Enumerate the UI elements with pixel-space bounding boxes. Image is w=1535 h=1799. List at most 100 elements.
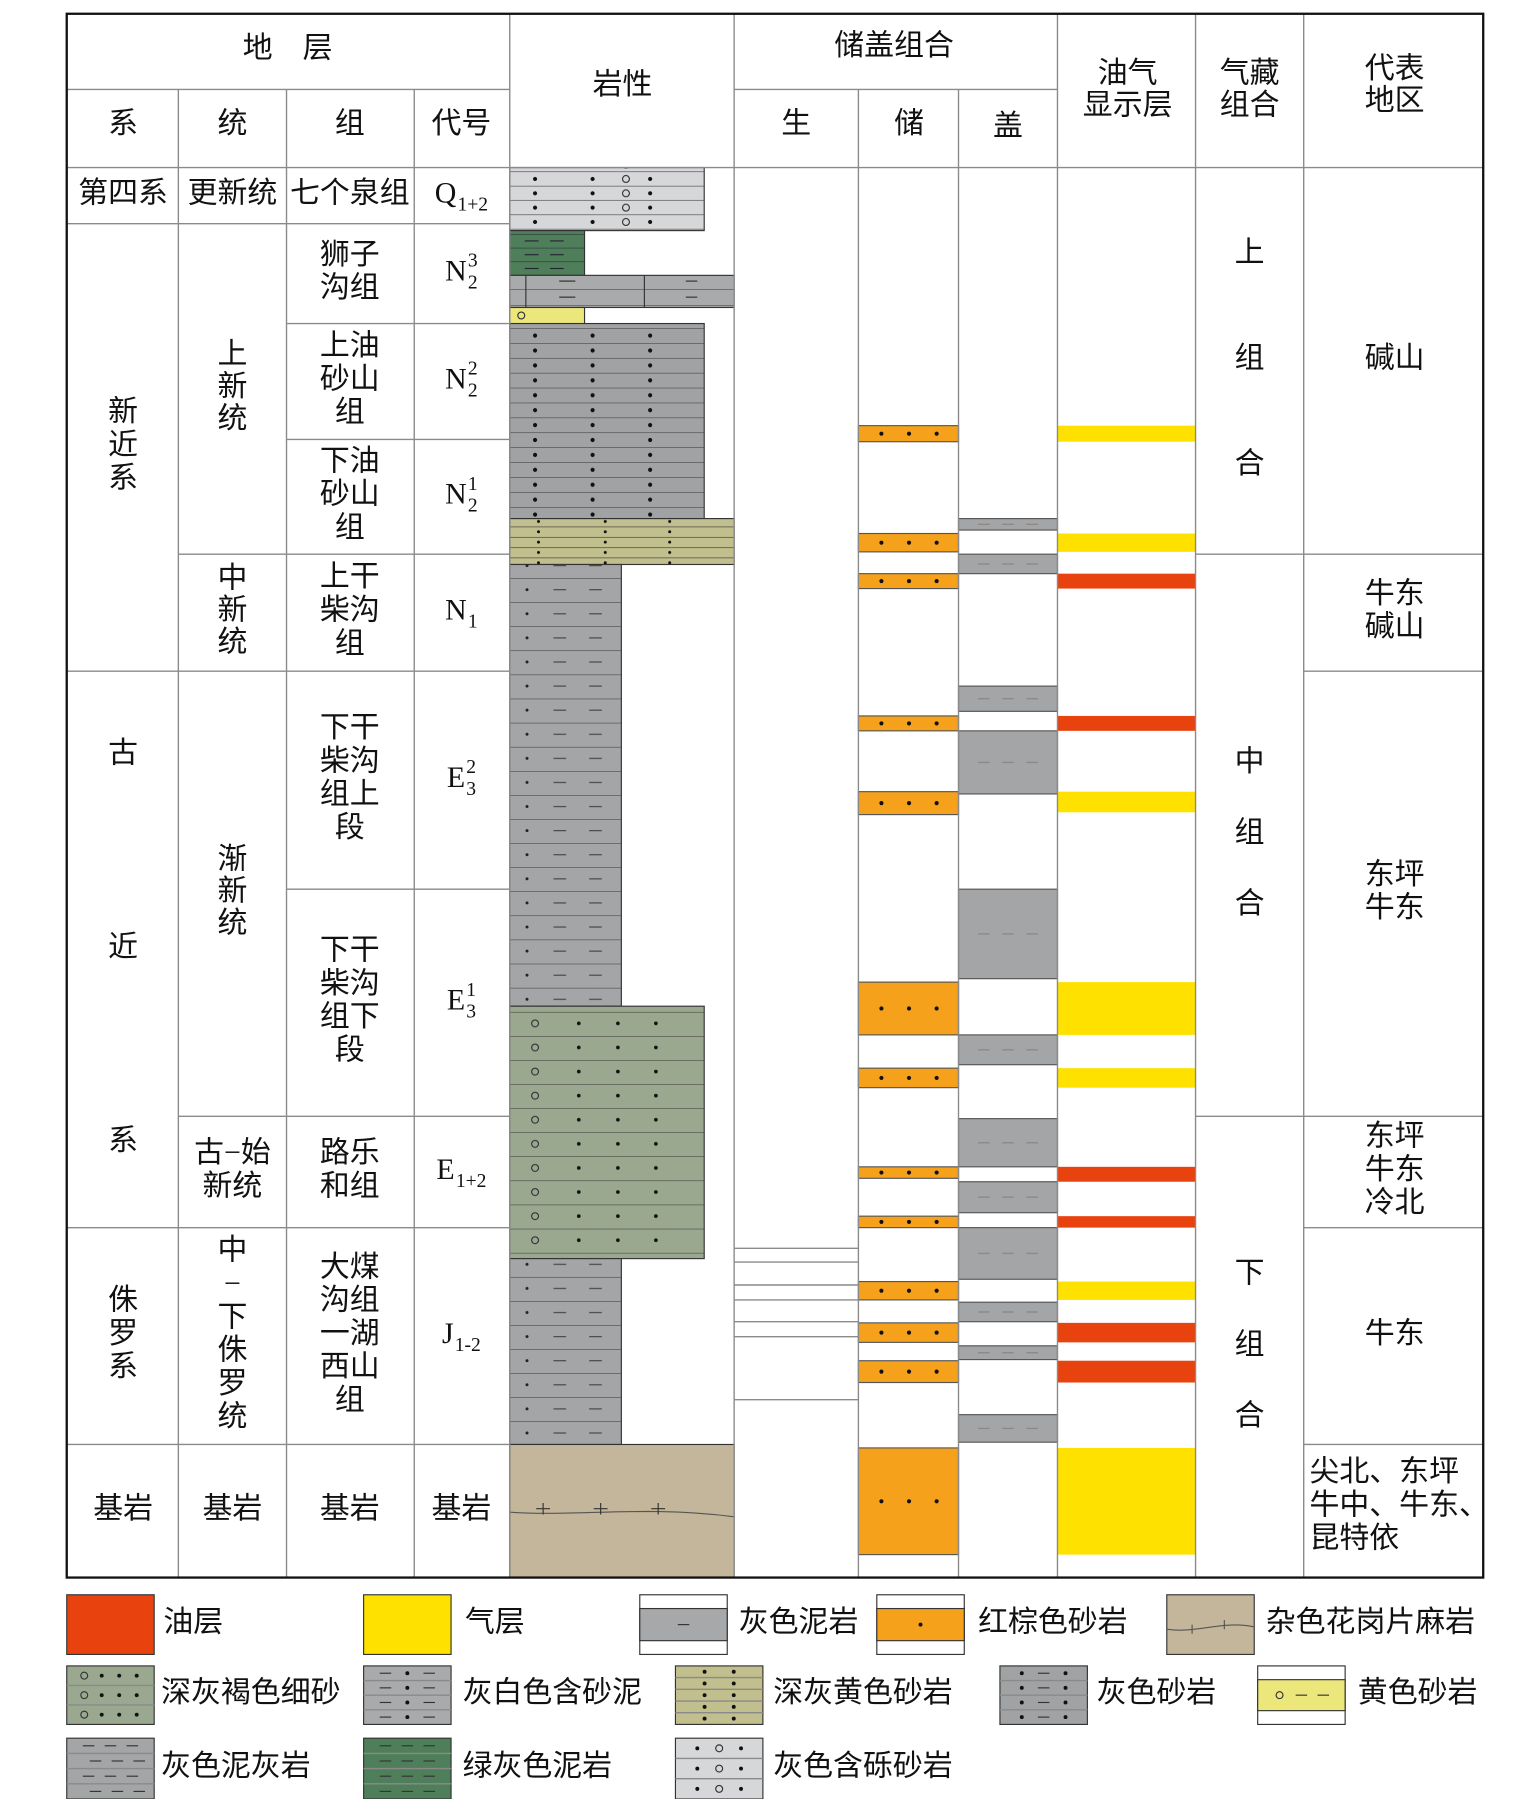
strata-code: Q 1+2 [435,177,488,216]
legend-label: 灰色泥灰岩 [161,1749,311,1782]
header-reservoir: 储 [894,107,924,140]
legend-mark [80,1710,89,1719]
formation-name: 和组 [320,1170,380,1203]
reservoir-dot [879,1075,884,1080]
show-bed [1057,1281,1196,1300]
header-play: 气藏 [1220,57,1280,90]
reservoir-dot [934,1499,939,1504]
formation-name: 沟组 [320,271,380,304]
reservoir-dot [906,431,912,436]
reservoir-dot [934,1288,939,1293]
legend-mark [117,1693,122,1698]
code-sup: 1 [466,980,476,1001]
formation-name: 柴沟 [320,967,380,1000]
play-name: 合 [1235,447,1265,480]
show-bed [1057,1447,1196,1555]
legend-mark [99,1693,104,1698]
legend-mark [695,1746,700,1751]
formation-name: 西山 [320,1350,380,1383]
code-sup: 2 [466,757,476,778]
header-combination: 储盖组合 [834,29,954,62]
strata-code: E 1+2 [436,1153,486,1192]
series-name: 统 [217,1400,247,1433]
strata-code: N 32 [445,251,478,294]
header-formation: 组 [335,107,365,140]
legend-mark [1063,1685,1068,1690]
code-sup: 2 [468,359,478,380]
lithology-pattern [509,1006,705,1259]
show-bed [1057,791,1196,813]
reservoir-dot [906,1219,912,1224]
system-name: 系 [108,1124,138,1157]
area-name: 冷北 [1365,1186,1425,1219]
legend-mark [1019,1671,1024,1676]
code-sub: 1+2 [456,1171,487,1192]
header-series: 统 [217,107,247,140]
legend-mark [99,1673,104,1678]
formation-name: 七个泉组 [290,177,410,210]
play-name: 上 [1235,236,1265,269]
formation-name: 沟组 [320,1284,380,1317]
reservoir-dot [906,540,912,545]
show-bed [1057,1322,1196,1343]
gneiss-line [509,1510,735,1518]
area-name: 牛东 [1365,577,1425,610]
formation-name: 基岩 [320,1492,380,1525]
formation-name: 砂山 [320,362,380,395]
legend-label: 气层 [465,1605,525,1638]
lithology-pattern [509,323,705,519]
legend-swatch [674,1737,764,1799]
formation-name: 柴沟 [320,744,380,777]
code-sup: 1 [468,474,478,495]
reservoir-dot [906,1170,912,1175]
table-frame [65,12,1485,1579]
code-sup: 3 [468,251,478,272]
code-base: E [447,761,465,794]
formation-name: 组 [335,627,365,660]
system-name: 古 [108,736,138,769]
series-name: 新 [217,875,247,908]
legend-mark [731,1704,736,1709]
reservoir-dot [906,1006,912,1011]
formation-name: 段 [335,1034,365,1067]
reservoir-dot [879,579,884,584]
code-sub: 1+2 [458,194,489,215]
header-area: 代表 [1365,52,1425,85]
code-sub: 1 [468,611,478,632]
legend-mark [739,1766,743,1771]
code-base: N [445,255,467,288]
gneiss-mark [593,1502,608,1515]
legend-mark [405,1671,410,1676]
reservoir-dot [879,721,884,726]
legend-mark [1019,1715,1024,1720]
reservoir-dot [879,1219,884,1224]
reservoir-dot [934,431,939,436]
formation-name: 柴沟 [320,594,380,627]
formation-name: 下油 [320,444,380,477]
reservoir-dot [906,579,912,584]
code-sub: 3 [466,1002,476,1023]
code-base: J [442,1317,454,1350]
show-bed [1057,1068,1196,1088]
reservoir-dot [906,1330,912,1335]
series-name: 罗 [217,1367,247,1400]
code-sub: 2 [468,380,478,401]
formation-name: 上干 [320,560,380,593]
series-name: 基岩 [203,1492,263,1525]
series-name: 中 [217,1234,247,1267]
legend-mark [405,1685,410,1690]
formation-name: 组 [335,511,365,544]
reservoir-dot [934,721,939,726]
formation-name: 上油 [320,329,380,362]
reservoir-dot [934,1075,939,1080]
system-name: 系 [108,1350,138,1383]
reservoir-dot [934,540,939,545]
series-name: 统 [217,907,247,940]
code-sub: 1-2 [455,1335,481,1356]
formation-name: 组上 [320,778,380,811]
area-name: 昆特依 [1309,1522,1399,1555]
lithology-pattern [509,564,622,1007]
show-bed [1057,715,1196,731]
